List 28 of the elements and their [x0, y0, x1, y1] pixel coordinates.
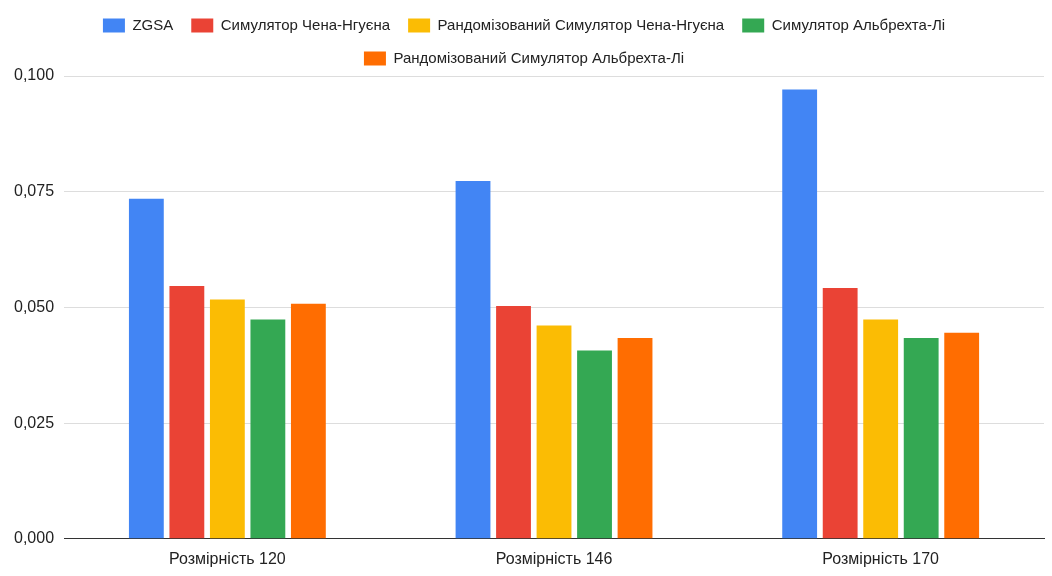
bar [782, 89, 818, 539]
legend-label: Симулятор Альбрехта-Лі [771, 15, 946, 33]
x-tick-label: Розмірність 146 [495, 549, 613, 567]
y-tick-label: 0,025 [13, 413, 55, 431]
bar [209, 299, 245, 539]
bar [577, 350, 612, 539]
legend-label: Рандомізований Симулятор Чена-Нгуєна [437, 15, 725, 33]
bar [250, 319, 286, 539]
bar [822, 287, 858, 539]
y-tick-label: 0,000 [13, 529, 55, 547]
y-tick-label: 0,100 [13, 66, 55, 84]
legend-label: Рандомізований Симулятор Альбрехта-Лі [393, 48, 685, 66]
bar [944, 332, 980, 539]
y-tick-label: 0,050 [13, 297, 55, 315]
x-tick-label: Розмірність 170 [822, 549, 940, 567]
bar [863, 319, 899, 539]
legend-label: ZGSA [132, 15, 174, 33]
bar [496, 306, 531, 539]
bar [128, 198, 164, 539]
legend-label: Симулятор Чена-Нгуєна [220, 15, 391, 33]
bar [536, 325, 572, 539]
x-tick-label: Розмірність 120 [169, 549, 286, 567]
bar [617, 337, 653, 539]
bar [903, 337, 939, 539]
bar [290, 303, 326, 539]
bar [169, 286, 205, 539]
y-tick-label: 0,075 [13, 182, 55, 200]
bar [455, 181, 491, 539]
